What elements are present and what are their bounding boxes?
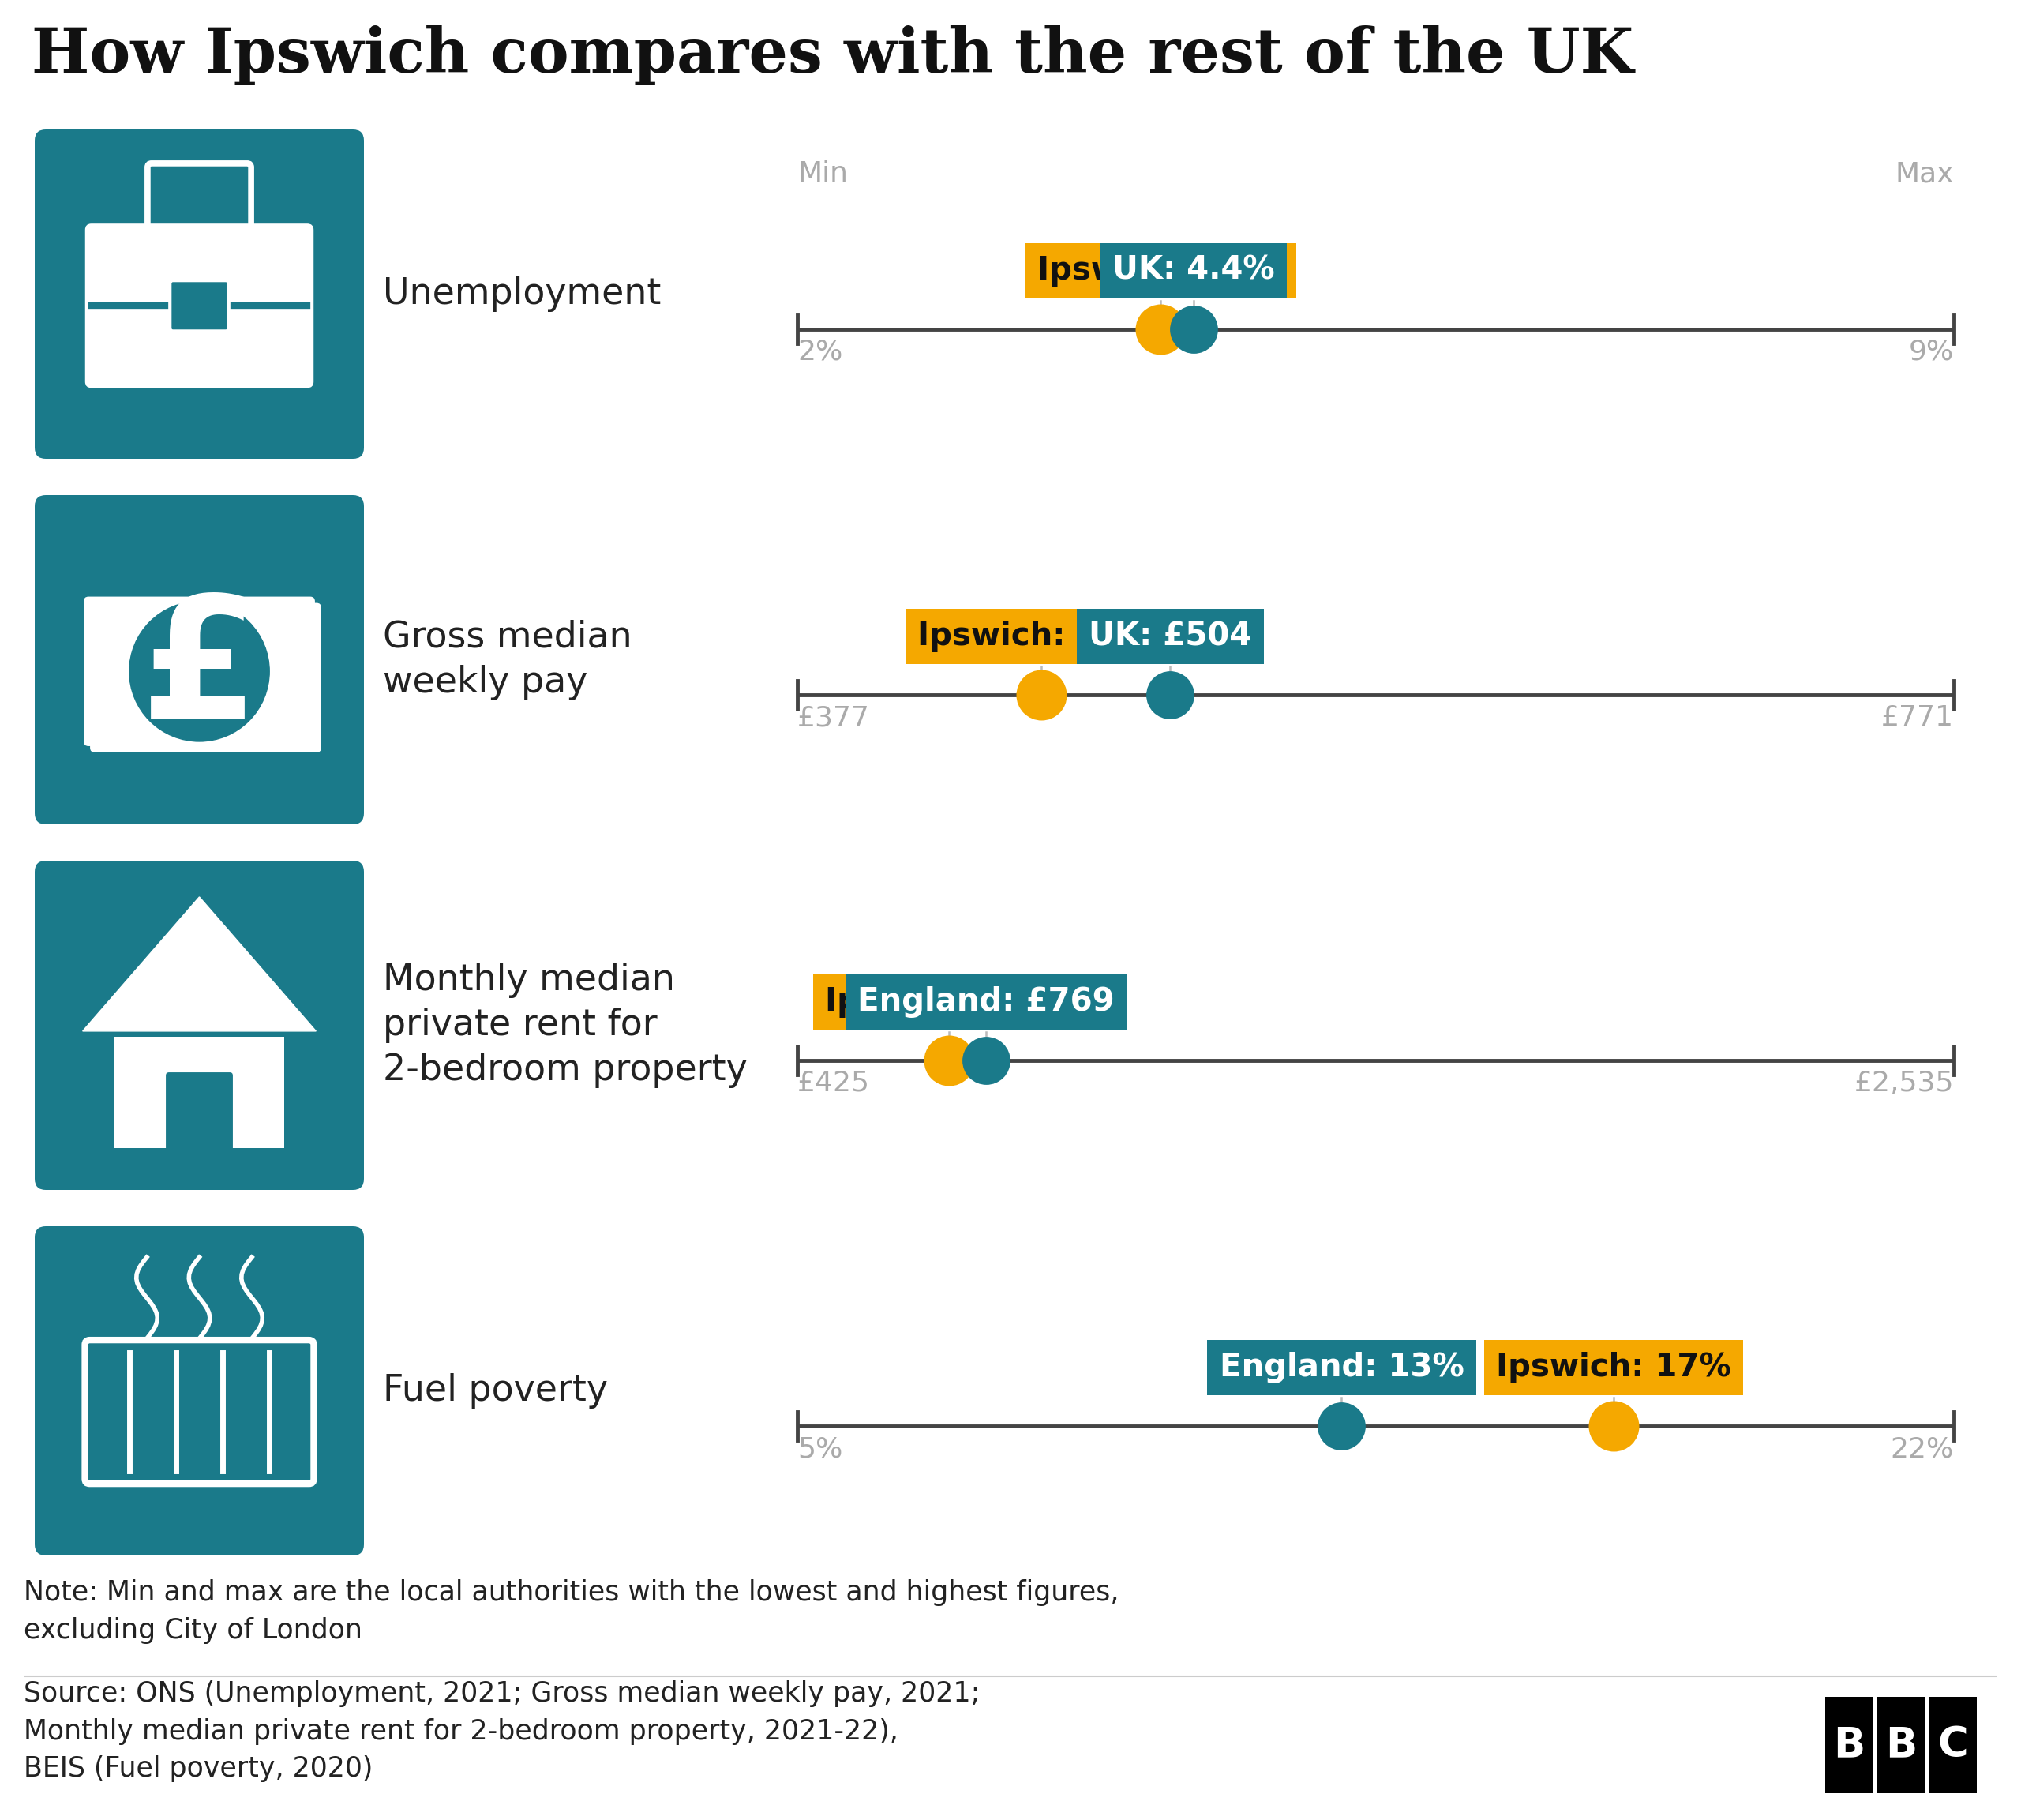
Text: Fuel poverty: Fuel poverty [382,1372,608,1409]
FancyBboxPatch shape [1825,1696,1873,1793]
Text: £2,535: £2,535 [1853,1070,1954,1097]
Point [932,1046,964,1076]
Text: How Ipswich compares with the rest of the UK: How Ipswich compares with the rest of th… [32,25,1633,86]
Point [1597,1412,1629,1441]
Text: B: B [1833,1725,1865,1765]
Text: B: B [1886,1725,1916,1765]
FancyBboxPatch shape [166,1072,232,1150]
FancyBboxPatch shape [91,602,321,752]
FancyBboxPatch shape [1878,1696,1924,1793]
Text: Ipswich: £460: Ipswich: £460 [918,621,1164,652]
Text: Ipswich: £701: Ipswich: £701 [825,986,1073,1017]
FancyBboxPatch shape [85,224,313,388]
Text: 22%: 22% [1890,1436,1954,1461]
FancyBboxPatch shape [34,495,364,824]
Text: Monthly median
private rent for
2-bedroom property: Monthly median private rent for 2-bedroo… [382,963,748,1088]
Text: Gross median
weekly pay: Gross median weekly pay [382,619,633,701]
Circle shape [129,601,269,741]
Polygon shape [83,897,315,1032]
Text: Max: Max [1896,160,1954,187]
FancyBboxPatch shape [34,1227,364,1556]
Text: £771: £771 [1882,704,1954,732]
Text: £377: £377 [798,704,869,732]
Point [1025,681,1057,710]
FancyBboxPatch shape [34,129,364,459]
Text: UK: £504: UK: £504 [1089,621,1251,652]
Point [1144,315,1176,344]
Point [1326,1412,1358,1441]
Text: Ipswich: 4.2%: Ipswich: 4.2% [1037,255,1283,286]
Text: Source: ONS (Unemployment, 2021; Gross median weekly pay, 2021;
Monthly median p: Source: ONS (Unemployment, 2021; Gross m… [24,1680,980,1782]
Text: Note: Min and max are the local authorities with the lowest and highest figures,: Note: Min and max are the local authorit… [24,1580,1120,1643]
Text: England: 13%: England: 13% [1219,1352,1463,1383]
Text: Unemployment: Unemployment [382,277,661,311]
Text: 2%: 2% [798,339,843,366]
Text: 9%: 9% [1908,339,1954,366]
Text: £425: £425 [798,1070,869,1097]
FancyBboxPatch shape [1930,1696,1977,1793]
Text: UK: 4.4%: UK: 4.4% [1114,255,1275,286]
Point [970,1046,1002,1076]
FancyBboxPatch shape [34,861,364,1190]
FancyBboxPatch shape [83,597,315,746]
Text: Ipswich: 17%: Ipswich: 17% [1496,1352,1732,1383]
FancyBboxPatch shape [170,280,228,331]
Point [1154,681,1186,710]
Text: 5%: 5% [798,1436,843,1461]
Text: C: C [1938,1725,1968,1765]
Text: £: £ [139,590,259,753]
Text: England: £769: England: £769 [857,986,1114,1017]
Text: Min: Min [798,160,849,187]
Point [1178,315,1211,344]
FancyBboxPatch shape [115,1037,283,1148]
